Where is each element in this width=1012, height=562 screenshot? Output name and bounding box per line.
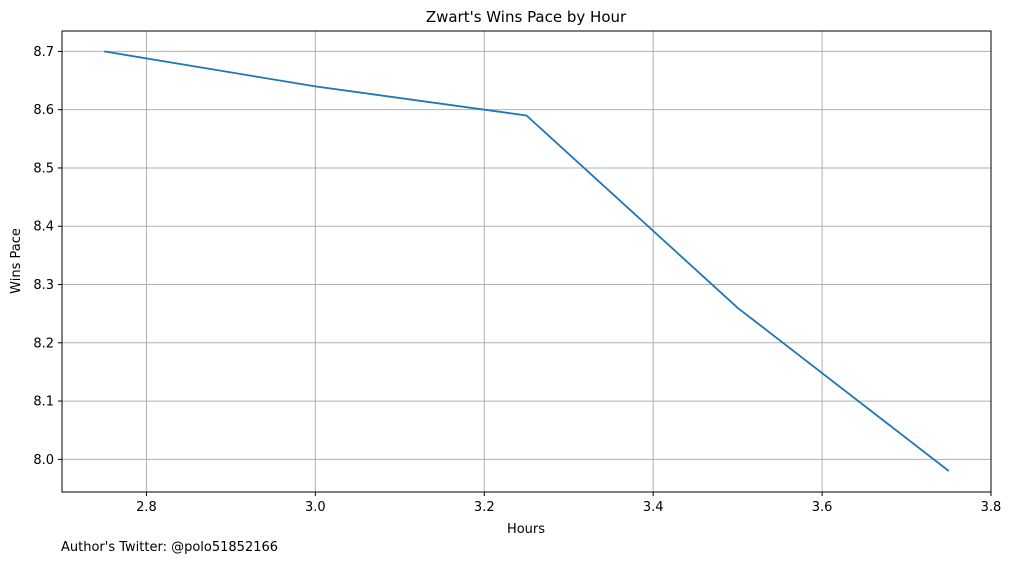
y-axis-ticks: 8.0 8.1 8.2 8.3 8.4 8.5 8.6 8.7 bbox=[33, 45, 62, 468]
y-tick-label: 8.2 bbox=[33, 336, 54, 351]
x-tick-label: 3.6 bbox=[812, 500, 833, 515]
y-tick-label: 8.0 bbox=[33, 453, 54, 468]
x-tick-label: 3.0 bbox=[305, 500, 326, 515]
x-tick-label: 3.4 bbox=[643, 500, 664, 515]
y-tick-label: 8.7 bbox=[33, 45, 54, 60]
y-tick-label: 8.1 bbox=[33, 395, 54, 410]
series-layer bbox=[104, 50, 950, 472]
series-line-0 bbox=[104, 50, 950, 472]
x-tick-label: 2.8 bbox=[136, 500, 157, 515]
chart-title: Zwart's Wins Pace by Hour bbox=[426, 8, 627, 26]
x-axis-label: Hours bbox=[507, 522, 545, 537]
y-tick-label: 8.5 bbox=[33, 161, 54, 176]
y-axis-label: Wins Pace bbox=[9, 228, 24, 294]
y-tick-label: 8.6 bbox=[33, 103, 54, 118]
y-tick-label: 8.3 bbox=[33, 278, 54, 293]
y-tick-label: 8.4 bbox=[33, 220, 54, 235]
x-axis-ticks: 2.8 3.0 3.2 3.4 3.6 3.8 bbox=[136, 492, 1001, 515]
x-tick-label: 3.8 bbox=[981, 500, 1002, 515]
author-twitter-note: Author's Twitter: @polo51852166 bbox=[61, 540, 278, 555]
plot-frame bbox=[61, 30, 992, 493]
x-tick-label: 3.2 bbox=[474, 500, 495, 515]
